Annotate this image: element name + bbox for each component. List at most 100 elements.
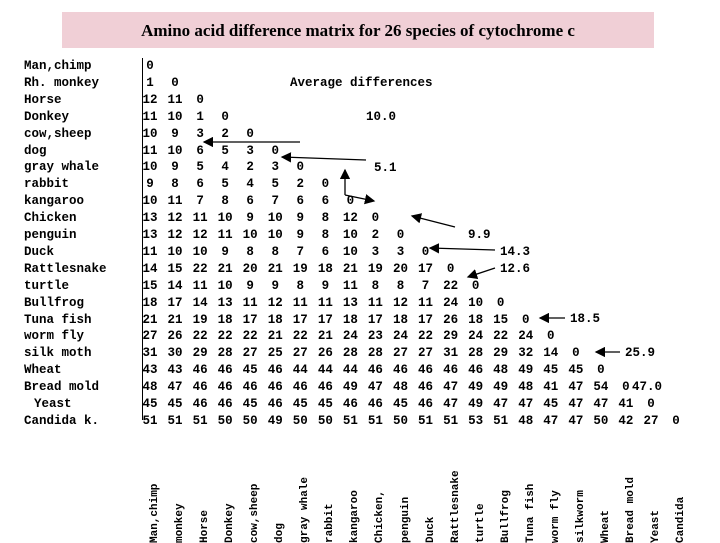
matrix-cell: 0 [496,295,505,310]
matrix-cell: 0 [246,126,254,141]
matrix-cell: 27 [392,346,408,361]
species-label: Donkey [24,109,70,124]
matrix-cell: 5 [271,177,279,192]
matrix-cell: 26 [443,312,459,327]
average-differences: Average differences 10.0 5.1 9.9 14.3 12.6 18… [290,76,662,394]
matrix-cell: 51 [142,413,158,428]
matrix-cell: 47 [568,413,584,428]
matrix-cell: 5 [221,177,229,192]
matrix-cell: 8 [321,228,330,242]
matrix-cell: 9 [296,211,305,226]
matrix-cell: 18 [468,312,484,327]
matrix-cell: 6 [196,177,204,192]
matrix-cell: 22 [192,329,208,344]
matrix-cell: 48 [518,413,534,428]
species-label: rabbit [24,177,70,192]
matrix-cell: 18 [342,312,358,327]
matrix-cell: 22 [192,261,208,276]
average-value: 9.9 [468,228,491,242]
matrix-cell: 8 [396,278,405,293]
average-value: 12.6 [500,262,531,276]
matrix-cell: 0 [597,363,605,378]
matrix-cell: 19 [192,312,208,327]
matrix-cell: 27 [643,413,659,428]
species-label: Bread mold [24,380,100,395]
matrix-cell: 46 [317,380,333,395]
matrix-cell: 27 [292,346,308,361]
matrix-cell: 46 [418,380,434,395]
matrix-cell: 29 [443,329,459,344]
matrix-cell: 17 [167,295,183,310]
matrix-cell: 44 [292,363,308,378]
matrix-cell: 0 [471,278,480,293]
matrix-cell: 28 [367,346,383,361]
matrix-cell: 26 [317,346,333,361]
matrix-cell: 6 [246,194,254,209]
matrix-cell: 11 [142,109,158,124]
matrix-cell: 49 [468,397,484,411]
matrix-cell: 11 [317,295,333,310]
matrix-cell: 0 [371,211,380,226]
matrix-cell: 11 [242,295,258,310]
matrix-cell: 49 [468,380,484,395]
matrix-cell: 7 [271,194,279,209]
matrix-cell: 17 [418,261,434,276]
matrix-cell: 8 [221,194,229,209]
species-label: Duck [24,244,55,259]
matrix-cell: 15 [493,312,509,327]
matrix-cell: 21 [142,312,158,327]
matrix-cell: 46 [192,397,208,411]
matrix-cell: 21 [342,261,358,276]
matrix-cell: 51 [367,413,383,428]
matrix-cell: 45 [292,397,308,411]
average-value: 18.5 [570,312,601,326]
matrix-cell: 9 [271,278,279,293]
species-label: worm fly [24,329,85,344]
matrix-cell: 8 [321,211,330,226]
matrix-cell: 50 [292,413,308,428]
matrix-cell: 10 [242,228,258,242]
matrix-cell: 17 [367,312,383,327]
species-label: silk moth [24,346,92,361]
matrix-cell: 0 [421,244,430,259]
matrix-cell: 46 [292,380,308,395]
matrix-cell: 24 [468,329,484,344]
matrix-cell: 13 [342,295,358,310]
matrix-cell: 28 [468,346,484,361]
matrix-cell: 7 [296,244,305,259]
matrix-cell: 54 [593,380,609,395]
matrix-cell: 10 [217,278,233,293]
matrix-cell: 11 [142,143,158,158]
matrix-cell: 29 [493,346,509,361]
matrix-cell: 7 [196,194,204,209]
matrix-cell: 9 [246,211,254,226]
matrix-cell: 23 [367,329,383,344]
average-value: 14.3 [500,245,531,259]
matrix-cell: 9 [171,126,179,141]
matrix-cell: 47 [518,397,534,411]
matrix-cell: 11 [142,244,158,259]
matrix-cell: 8 [296,278,305,293]
matrix-cell: 46 [217,397,233,411]
matrix-cell: 10 [142,194,158,209]
species-label: Rh. monkey [24,75,100,90]
species-label: cow,sheep [24,126,92,141]
matrix-cell: 3 [396,244,405,259]
matrix-cell: 11 [192,278,208,293]
matrix-cell: 50 [217,413,233,428]
matrix-cell: 10 [342,228,358,242]
matrix-cell: 24 [518,329,534,344]
matrix-cell: 47 [443,397,459,411]
matrix-cell: 45 [568,363,584,378]
matrix-cell: 32 [518,346,534,361]
matrix-cell: 51 [167,413,183,428]
matrix-cell: 9 [146,177,154,192]
matrix-cell: 47 [367,380,383,395]
matrix-cell: 31 [443,346,459,361]
species-label: Rattlesnake [24,261,107,276]
matrix-cell: 19 [292,261,308,276]
arrow-line [466,267,496,280]
species-label: Man,chimp [24,59,92,73]
matrix-cell: 9 [221,244,229,259]
